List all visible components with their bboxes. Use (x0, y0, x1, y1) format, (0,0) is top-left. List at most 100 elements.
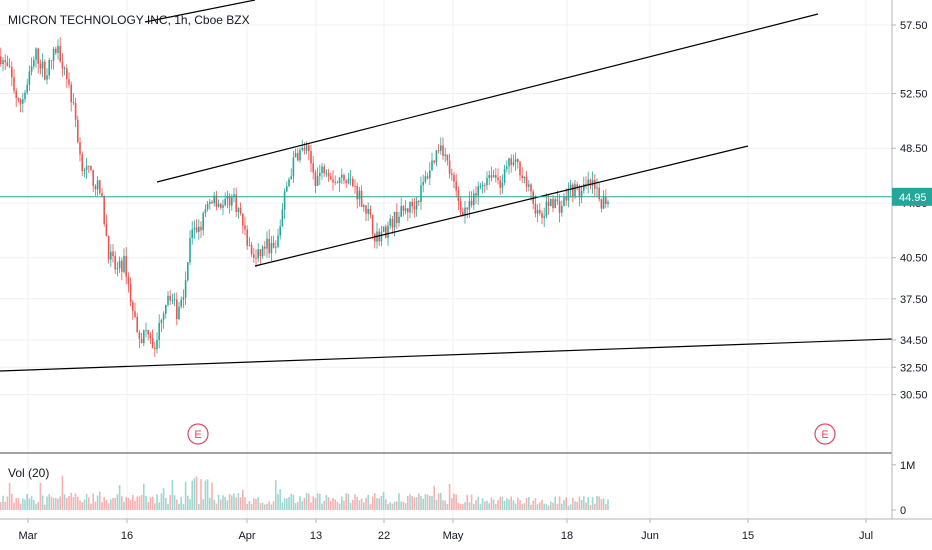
volume-bar (336, 501, 339, 510)
volume-bar (154, 503, 156, 510)
candle-body (541, 212, 543, 218)
volume-bar (468, 502, 471, 510)
volume-bar (539, 502, 541, 510)
candle-body (299, 149, 301, 161)
volume-bar (292, 494, 295, 510)
volume-bar (136, 496, 138, 510)
candle-body (462, 211, 464, 216)
trend-line-top-left-line[interactable] (144, 0, 256, 23)
volume-bar (72, 496, 75, 510)
candle-body (453, 174, 455, 182)
candle-body (382, 226, 385, 232)
volume-bar (360, 498, 363, 510)
candle-body (360, 190, 363, 207)
candle-body (288, 179, 290, 187)
candle-body (305, 145, 308, 151)
candle-body (385, 226, 387, 238)
volume-bar (512, 500, 515, 510)
candle-body (81, 154, 83, 171)
candle-body (380, 231, 383, 242)
candle-body (345, 180, 347, 184)
price-tick-label: 34.50 (900, 335, 928, 347)
candle-body (96, 180, 99, 190)
candle-body (242, 213, 244, 226)
candle-body (136, 316, 138, 333)
candle-body (466, 207, 468, 210)
candle-body (217, 203, 220, 207)
volume-bar (561, 503, 563, 510)
candle-body (517, 159, 519, 162)
candle-body (338, 177, 341, 183)
candle-body (191, 229, 193, 239)
candle-body (6, 62, 9, 67)
candle-body (574, 184, 576, 197)
candle-body (118, 260, 121, 269)
volume-bar (92, 493, 94, 510)
volume-bar (85, 493, 88, 510)
candle-body (319, 172, 321, 177)
candle-body (374, 233, 376, 242)
earnings-marker-1[interactable]: E (187, 423, 209, 445)
volume-bar (607, 499, 609, 510)
candle-body (226, 196, 229, 199)
candle-body (523, 176, 526, 179)
candle-body (429, 170, 431, 179)
earnings-marker-2[interactable]: E (814, 423, 836, 445)
volume-bar (158, 502, 160, 510)
candle-body (112, 251, 114, 257)
trend-line-long-support[interactable] (0, 338, 893, 372)
volume-bar (464, 502, 466, 510)
volume-bar (228, 494, 231, 510)
candle-body (107, 235, 110, 260)
volume-bar (226, 500, 229, 510)
candle-body (596, 187, 598, 189)
candle-body (598, 187, 600, 200)
volume-bar (17, 497, 20, 510)
volume-bar (138, 496, 141, 510)
candle-body (567, 188, 570, 201)
candle-body (46, 75, 48, 80)
candle-body (63, 68, 66, 70)
candle-body (369, 208, 372, 215)
volume-bar (189, 499, 191, 510)
candle-body (213, 195, 215, 204)
volume-bar (455, 494, 457, 510)
volume-bar (380, 496, 383, 510)
volume-bar (162, 488, 165, 510)
volume-bar (589, 504, 592, 510)
candle-body (266, 238, 268, 249)
volume-bar (484, 501, 486, 510)
volume-bar (70, 492, 72, 510)
volume-bar (446, 503, 449, 510)
candle-body (499, 180, 501, 188)
volume-bar (125, 497, 127, 510)
time-tick-label: 18 (561, 530, 573, 542)
volume-bar (187, 495, 189, 510)
candle-body (409, 201, 411, 213)
price-axis[interactable]: 57.5052.5048.5044.5040.5037.5034.5032.50… (892, 20, 928, 402)
candle-body (94, 186, 97, 190)
candle-body (481, 184, 484, 187)
time-axis[interactable]: Mar 16 Apr 13 22 May 18 Jun 15 Jul (19, 519, 874, 542)
candle-body (198, 226, 200, 232)
volume-bar (198, 504, 200, 510)
volume-bar (213, 499, 215, 510)
volume-bar (277, 494, 279, 510)
trend-line-upper-channel[interactable] (156, 13, 819, 183)
candle-body (4, 60, 6, 63)
volume-bar (596, 495, 598, 510)
time-tick-label: 15 (742, 530, 754, 542)
volume-tick-label: 1M (900, 460, 915, 472)
volume-bar (552, 502, 554, 510)
volume-bar (418, 493, 420, 510)
candle-body (0, 56, 2, 65)
candle-body (15, 90, 17, 98)
candle-body (279, 226, 281, 236)
candle-body (525, 176, 528, 187)
volume-bar (279, 488, 281, 510)
time-tick-label: 13 (310, 530, 322, 542)
candle-body (255, 257, 257, 259)
volume-bar (420, 495, 422, 510)
trend-line-lower-channel[interactable] (254, 145, 749, 267)
